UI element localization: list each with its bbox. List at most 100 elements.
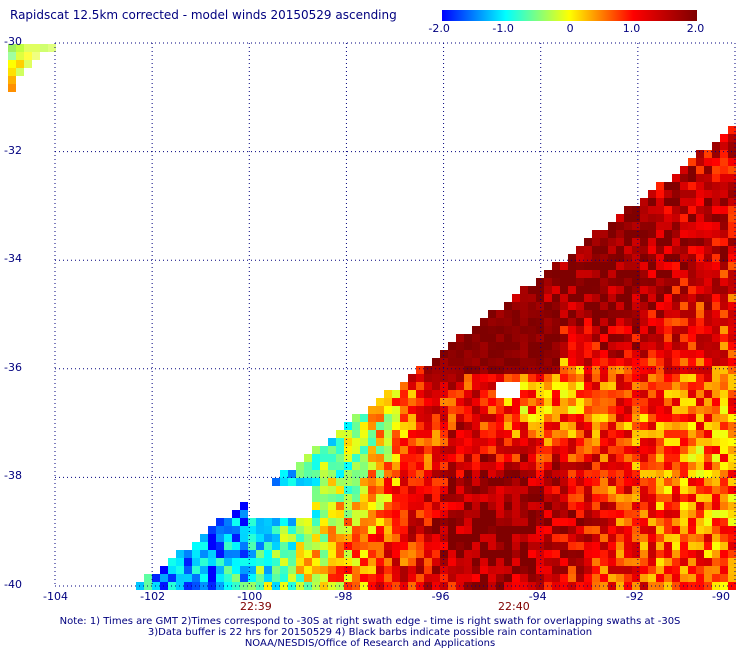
swath-cell	[552, 278, 560, 286]
swath-cell	[608, 342, 616, 350]
swath-cell	[688, 342, 696, 350]
swath-cell	[552, 518, 560, 526]
swath-cell	[664, 206, 672, 214]
swath-cell	[328, 534, 336, 542]
swath-cell	[688, 446, 696, 454]
swath-cell	[304, 534, 312, 542]
swath-cell	[712, 398, 720, 406]
swath-cell	[448, 358, 456, 366]
swath-cell	[560, 414, 568, 422]
swath-cell	[712, 390, 720, 398]
swath-cell	[528, 542, 536, 550]
swath-cell	[400, 382, 408, 390]
swath-cell	[584, 542, 592, 550]
swath-cell	[696, 422, 704, 430]
swath-cell	[688, 558, 696, 566]
swath-cell	[640, 254, 648, 262]
swath-cell	[264, 550, 272, 558]
swath-cell	[568, 494, 576, 502]
swath-cell	[656, 350, 664, 358]
swath-cell	[520, 494, 528, 502]
swath-cell	[632, 238, 640, 246]
swath-cell	[712, 414, 720, 422]
swath-cell	[240, 526, 248, 534]
swath-cell	[536, 326, 544, 334]
swath-cell	[512, 302, 520, 310]
swath-cell	[656, 542, 664, 550]
swath-cell	[560, 470, 568, 478]
swath-cell	[536, 558, 544, 566]
swath-cell	[680, 318, 688, 326]
swath-cell	[448, 478, 456, 486]
swath-cell	[728, 470, 736, 478]
swath-cell	[520, 366, 528, 374]
swath-cell	[456, 382, 464, 390]
swath-cell	[632, 310, 640, 318]
swath-cell	[432, 430, 440, 438]
swath-cell	[712, 246, 720, 254]
swath-cell	[728, 230, 736, 238]
swath-cell	[24, 60, 32, 68]
swath-cell	[520, 526, 528, 534]
swath-cell	[696, 470, 704, 478]
swath-cell	[424, 510, 432, 518]
latitude-label: -36	[4, 360, 22, 374]
swath-cell	[440, 574, 448, 582]
swath-cell	[648, 246, 656, 254]
swath-cell	[664, 238, 672, 246]
swath-cell	[448, 390, 456, 398]
swath-cell	[696, 278, 704, 286]
swath-cell	[648, 350, 656, 358]
swath-cell	[440, 566, 448, 574]
swath-cell	[696, 150, 704, 158]
swath-cell	[712, 302, 720, 310]
swath-cell	[600, 310, 608, 318]
swath-cell	[536, 278, 544, 286]
swath-cell	[552, 422, 560, 430]
swath-cell	[656, 478, 664, 486]
swath-cell	[544, 574, 552, 582]
swath-cell	[544, 454, 552, 462]
swath-cell	[592, 534, 600, 542]
swath-cell	[552, 526, 560, 534]
swath-cell	[232, 534, 240, 542]
swath-cell	[512, 374, 520, 382]
swath-cell	[368, 470, 376, 478]
swath-cell	[464, 478, 472, 486]
swath-cell	[400, 574, 408, 582]
swath-cell	[728, 558, 736, 566]
swath-cell	[640, 526, 648, 534]
longitude-label: -90	[712, 590, 730, 603]
swath-cell	[560, 374, 568, 382]
swath-cell	[704, 358, 712, 366]
swath-cell	[640, 422, 648, 430]
swath-cell	[496, 446, 504, 454]
swath-cell	[552, 534, 560, 542]
swath-cell	[720, 230, 728, 238]
swath-cell	[312, 486, 320, 494]
swath-cell	[552, 430, 560, 438]
swath-cell	[576, 262, 584, 270]
swath-cell	[472, 526, 480, 534]
swath-cell	[616, 398, 624, 406]
swath-cell	[312, 470, 320, 478]
swath-cell	[624, 326, 632, 334]
swath-cell	[312, 574, 320, 582]
swath-cell	[720, 510, 728, 518]
swath-cell	[584, 510, 592, 518]
swath-cell	[448, 518, 456, 526]
swath-cell	[8, 60, 16, 68]
swath-cell	[688, 190, 696, 198]
swath-cell	[368, 574, 376, 582]
swath-cell	[704, 374, 712, 382]
swath-cell	[640, 470, 648, 478]
swath-cell	[448, 510, 456, 518]
swath-cell	[616, 462, 624, 470]
swath-cell	[640, 366, 648, 374]
swath-cell	[712, 566, 720, 574]
swath-cell	[464, 454, 472, 462]
swath-cell	[480, 446, 488, 454]
swath-cell	[504, 462, 512, 470]
swath-cell	[680, 382, 688, 390]
swath-cell	[360, 430, 368, 438]
